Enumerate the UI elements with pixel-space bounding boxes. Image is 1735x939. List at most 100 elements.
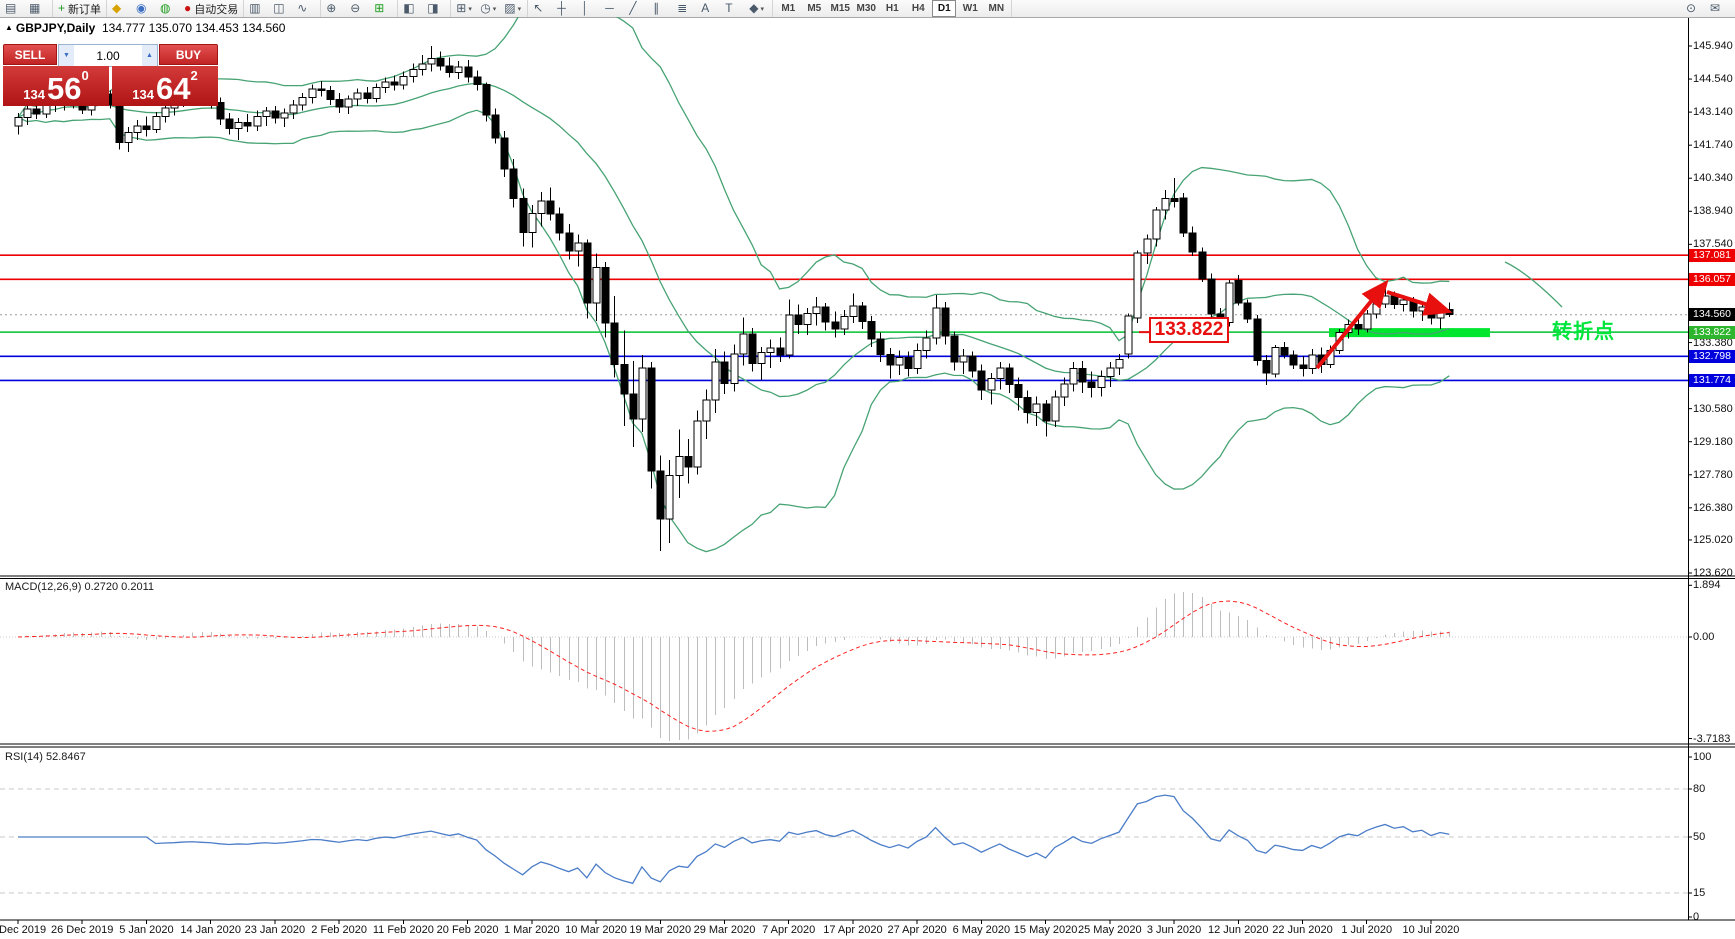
toolbar-group: + 新订单 <box>53 0 108 17</box>
sell-button[interactable]: SELL <box>3 44 57 65</box>
date-label: 23 Jan 2020 <box>244 924 306 936</box>
line-chart-icon[interactable]: ∿ <box>295 1 317 16</box>
vertical-line-icon: │ <box>581 1 589 15</box>
fibonacci-icon[interactable]: ≣ <box>675 1 697 16</box>
search-icon: ⊙ <box>1686 1 1697 15</box>
price-tick-label: 145.940 <box>1693 40 1733 52</box>
date-label: 1 Mar 2020 <box>503 924 560 936</box>
rsi-label: RSI(14) 52.8467 <box>5 751 86 763</box>
timeframe-m15[interactable]: M15 <box>830 3 850 14</box>
crosshair-icon: ┼ <box>557 1 566 15</box>
vertical-line-icon[interactable]: │ <box>579 1 601 16</box>
timeframe-m1[interactable]: M1 <box>781 3 796 14</box>
timeframe-group: M1 M5 M15 M30 H1 H4 D1 W1 MN <box>773 0 1013 17</box>
templates-icon[interactable]: ▨ ▾ <box>504 1 522 15</box>
new-order-button[interactable]: + 新订单 <box>58 1 102 16</box>
date-label: 12 Jun 2020 <box>1207 924 1269 936</box>
bar-chart-icon[interactable]: ▥ <box>247 1 269 16</box>
bb-upper <box>17 17 1450 342</box>
horizontal-line-icon: ─ <box>605 1 614 15</box>
signals-icon[interactable]: ◍ <box>158 1 180 16</box>
accounts-icon[interactable]: ◉ <box>134 1 156 16</box>
sell-price[interactable]: 134 56 0 <box>3 66 109 106</box>
price-badge-support-2: 131.774 <box>1689 373 1735 387</box>
text-icon: A <box>701 1 710 15</box>
bar-chart-icon: ▥ <box>249 1 261 15</box>
toolbar-right: ⊙ ✉ <box>1683 1 1731 16</box>
text-label-icon[interactable]: T <box>723 1 745 16</box>
rsi-tick-label: 0 <box>1693 911 1700 923</box>
autotrading-button[interactable]: ● 自动交易 <box>184 1 239 16</box>
periods-icon[interactable]: ◷ ▾ <box>480 1 497 15</box>
fibonacci-icon: ≣ <box>677 1 688 15</box>
text-icon[interactable]: A <box>699 1 721 16</box>
bb-middle <box>17 82 1450 398</box>
window-layout-icon[interactable]: ▤ <box>3 1 25 16</box>
chat-icon: ✉ <box>1710 1 1721 15</box>
chart-shift-icon[interactable]: ◧ <box>401 1 423 16</box>
price-tick-label: 126.380 <box>1693 501 1733 514</box>
toolbar-group: ▤ ▦ <box>0 0 53 17</box>
new-chart-icon: ⊞ <box>456 1 467 15</box>
price-badge-resistance-2: 136.057 <box>1689 272 1735 286</box>
price-badge-pivot-green: 133.822 <box>1689 325 1735 339</box>
market-watch-icon: ▦ <box>29 1 41 15</box>
timeframe-mn[interactable]: MN <box>988 3 1005 14</box>
chat-icon[interactable]: ✉ <box>1708 1 1730 16</box>
date-label: 26 Dec 2019 <box>51 924 114 936</box>
timeframe-d1[interactable]: D1 <box>932 0 957 17</box>
rsi-tick-label: 80 <box>1693 783 1706 795</box>
date-label: 7 Apr 2020 <box>762 924 816 936</box>
timeframe-m5[interactable]: M5 <box>807 3 822 14</box>
rsi-tick-label: 15 <box>1693 887 1706 899</box>
zoom-out-icon[interactable]: ⊖ <box>348 1 370 16</box>
chart-canvas[interactable] <box>0 17 1735 939</box>
price-tick-label: 141.740 <box>1693 139 1733 152</box>
auto-scroll-icon[interactable]: ◨ <box>425 1 447 16</box>
shapes-icon[interactable]: ◆ ▾ <box>749 1 765 15</box>
date-label: 7 Dec 2019 <box>0 924 47 936</box>
chart-shift-icon: ◧ <box>403 1 415 15</box>
horizontal-line-icon[interactable]: ─ <box>603 1 625 16</box>
timeframe-h1[interactable]: H1 <box>885 3 899 14</box>
cursor-icon[interactable]: ↖ <box>531 1 553 16</box>
market-watch-icon[interactable]: ▦ <box>27 1 49 16</box>
crosshair-icon[interactable]: ┼ <box>555 1 577 16</box>
timeframe-h4[interactable]: H4 <box>911 3 925 14</box>
timeframe-w1[interactable]: W1 <box>962 3 978 14</box>
buy-price[interactable]: 134 64 2 <box>112 66 218 106</box>
templates-icon: ▨ <box>504 1 516 15</box>
band-fragment <box>1504 261 1563 308</box>
search-icon[interactable]: ⊙ <box>1684 1 1706 16</box>
date-label: 5 Jan 2020 <box>119 924 174 936</box>
price-tick-label: 130.580 <box>1693 402 1733 415</box>
date-label: 10 Jul 2020 <box>1402 924 1460 936</box>
date-label: 22 Jun 2020 <box>1272 924 1333 936</box>
buy-button[interactable]: BUY <box>159 44 218 65</box>
candlestick-icon[interactable]: ◫ <box>271 1 293 16</box>
price-tick-label: 133.380 <box>1693 336 1733 349</box>
trendline-icon[interactable]: ╱ <box>627 1 649 16</box>
chart-ohlc: 134.777 135.070 134.453 134.560 <box>101 21 286 35</box>
channel-icon[interactable]: ∥ <box>651 1 673 16</box>
candlestick-icon: ◫ <box>273 1 285 15</box>
one-click-trading-panel: SELL ▼ ▲ BUY 134 56 0 134 64 2 <box>3 44 218 106</box>
volume-input[interactable] <box>74 45 142 66</box>
sell-price-big-figure: 134 <box>23 87 45 102</box>
new-chart-icon[interactable]: ⊞ ▾ <box>456 1 472 15</box>
volume-up-button[interactable]: ▲ <box>142 45 157 66</box>
macd-tick-label: 0.00 <box>1693 631 1715 643</box>
date-label: 11 Feb 2020 <box>372 924 434 936</box>
styler-icon[interactable]: ◆ <box>110 1 132 16</box>
date-label: 6 May 2020 <box>952 924 1011 936</box>
collapse-triangle-icon[interactable]: ▲ <box>5 23 13 32</box>
toolbar: ▤ ▦ + 新订单 ◆ ◉ ◍ ● 自动交易 ▥ ◫ ∿ ⊕ ⊖ ⊞ ◧ ◨ ⊞ ▾ ◷ ▾ ▨ ▾ ↖ ┼ │ ─ ╱ ∥ ≣ A T ◆ ▾ M… <box>0 0 1735 18</box>
turning-point-band <box>1329 328 1490 338</box>
zoom-in-icon[interactable]: ⊕ <box>324 1 346 16</box>
price-badge-resistance-1: 137.081 <box>1689 248 1735 262</box>
volume-down-button[interactable]: ▼ <box>59 45 74 66</box>
tile-windows-icon[interactable]: ⊞ <box>372 1 394 16</box>
toolbar-group: ▥ ◫ ∿ <box>244 0 322 17</box>
price-annotation-box[interactable]: 133.822 <box>1149 317 1229 343</box>
timeframe-m30[interactable]: M30 <box>856 3 876 14</box>
